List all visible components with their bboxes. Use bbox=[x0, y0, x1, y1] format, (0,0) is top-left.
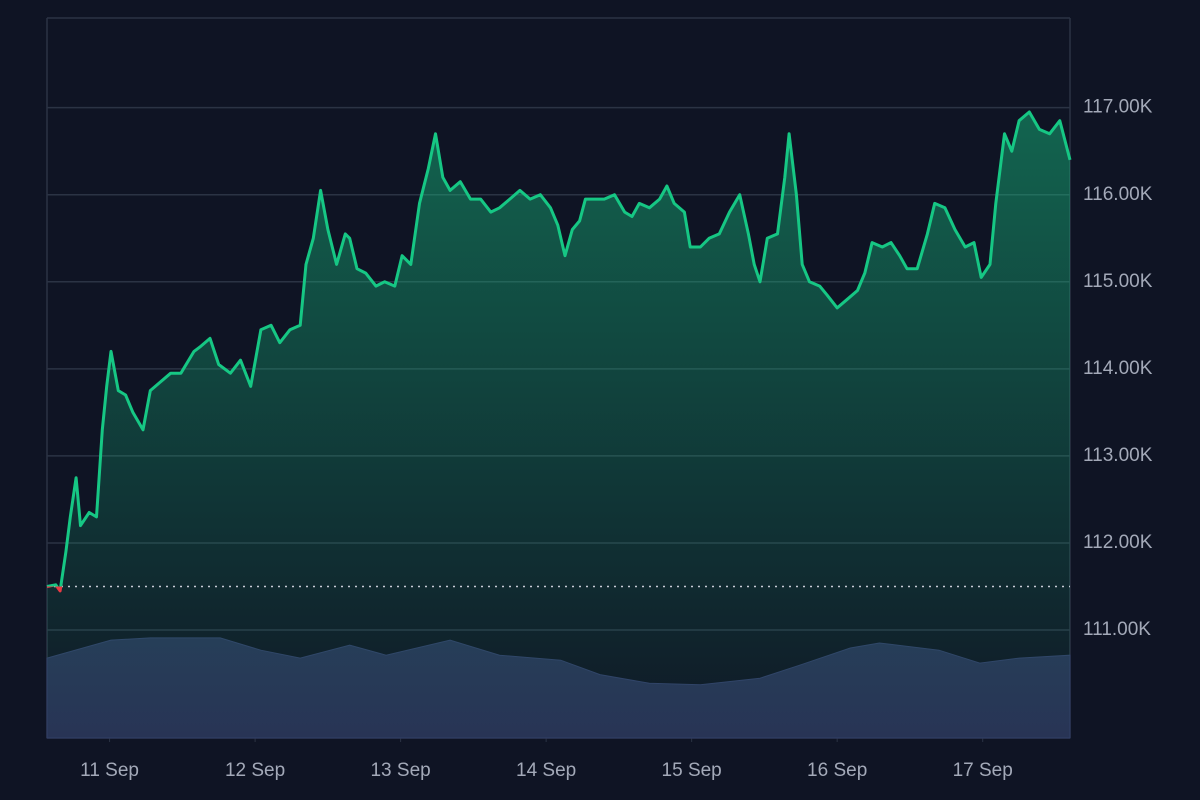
price-line bbox=[46, 110, 1072, 593]
y-tick-label: 117.00K bbox=[1083, 97, 1153, 118]
x-tick-label: 14 Sep bbox=[516, 760, 576, 781]
price-area bbox=[47, 112, 1070, 738]
x-tick-label: 12 Sep bbox=[225, 760, 285, 781]
x-tick-label: 13 Sep bbox=[370, 760, 430, 781]
y-tick-label: 116.00K bbox=[1083, 184, 1153, 205]
x-tick-label: 11 Sep bbox=[80, 760, 139, 781]
y-tick-label: 112.00K bbox=[1083, 532, 1153, 553]
y-tick-label: 111.00K bbox=[1083, 619, 1151, 640]
y-tick-label: 114.00K bbox=[1083, 358, 1153, 379]
y-tick-label: 113.00K bbox=[1083, 445, 1153, 466]
plot: 111.00K 112.00K 113.00K 114.00K 115.00K 116.0… bbox=[46, 17, 1153, 781]
x-tick-label: 15 Sep bbox=[662, 760, 722, 781]
x-tick-label: 16 Sep bbox=[807, 760, 867, 781]
y-tick-label: 115.00K bbox=[1083, 271, 1153, 292]
x-tick-label: 17 Sep bbox=[953, 760, 1013, 781]
